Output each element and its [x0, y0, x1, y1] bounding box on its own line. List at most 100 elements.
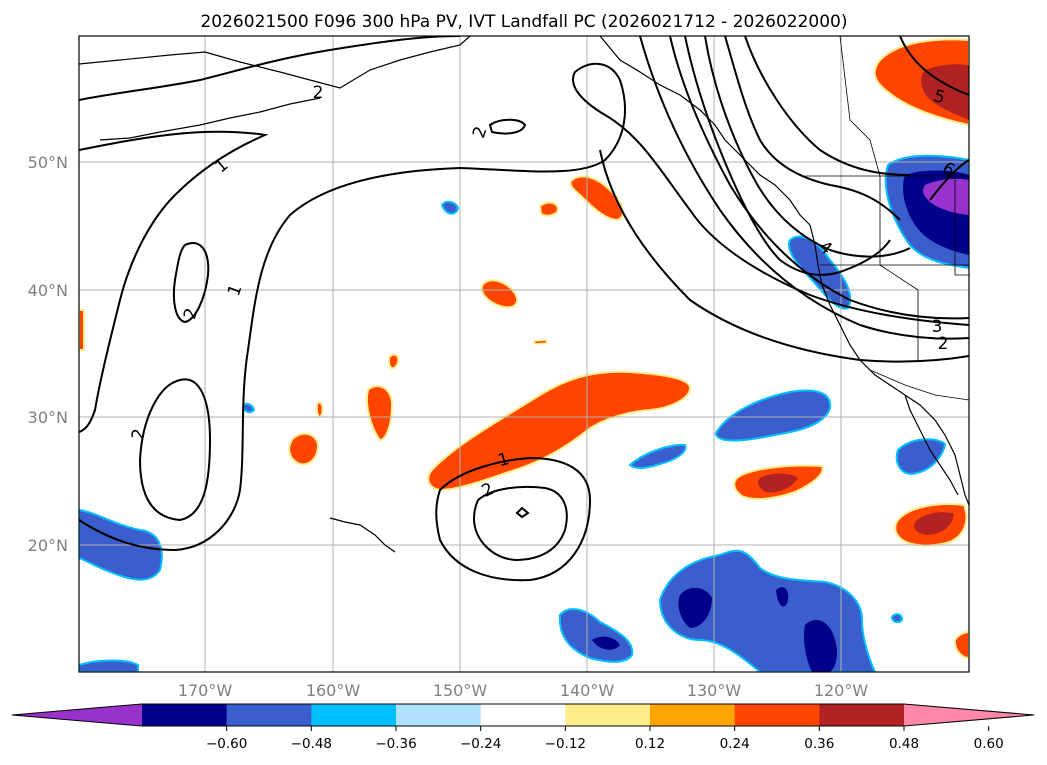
contour-line-2-small-loop — [488, 118, 527, 135]
lon-label: 130°W — [687, 681, 742, 700]
positive-anomaly-region-west-edge — [79, 309, 85, 351]
contour-label: 5 — [931, 86, 947, 108]
contour-ne-loop — [899, 36, 969, 96]
contour-line-low-2 — [472, 485, 568, 562]
alaska-panhandle-bc-coast — [599, 36, 811, 226]
colorbar-tick-label: −0.24 — [460, 736, 501, 752]
colorbar-segment — [819, 704, 905, 726]
lat-label: 50°N — [28, 153, 68, 172]
colorbar-tick-label: 0.12 — [635, 736, 665, 752]
colorbar-segment — [734, 704, 820, 726]
coastlines — [79, 36, 969, 553]
contour-trough-3 — [724, 36, 901, 221]
contour-line-north-2 — [79, 130, 269, 433]
latitude-labels: 50°N 40°N 30°N 20°N — [28, 153, 68, 555]
contour-ne-loop-2 — [929, 159, 969, 201]
baja-peninsula — [904, 394, 959, 496]
contour-line-3 — [669, 36, 969, 320]
hawaii-islands — [329, 517, 396, 553]
strong-negative-anomaly-region-sw-center — [592, 636, 620, 650]
colorbar-tick-label: −0.48 — [291, 736, 332, 752]
contour-line-low-center — [515, 506, 530, 519]
canada-province-border — [839, 36, 881, 177]
positive-anomaly-region-small-8 — [532, 339, 549, 345]
contour-label: 2 — [128, 427, 150, 441]
colorbar-tick-label: 0.48 — [889, 736, 919, 752]
positive-anomaly-region-small-6 — [315, 401, 324, 418]
colorbar-segment — [396, 704, 482, 726]
colorbar-tick-label: −0.12 — [545, 736, 586, 752]
lon-label: 150°W — [433, 681, 488, 700]
positive-anomaly-region-small-2 — [538, 201, 560, 217]
colorbar-outline — [11, 703, 1035, 727]
positive-anomaly-region-small-7 — [288, 432, 320, 466]
contour-label: 2 — [938, 334, 949, 354]
pv-contours — [79, 36, 969, 582]
contour-line-2-west-loop — [172, 242, 210, 324]
lon-label: 140°W — [560, 681, 615, 700]
positive-anomaly-region-small-3 — [480, 279, 518, 309]
gridlines — [79, 36, 969, 672]
negative-anomaly-region-baja — [895, 438, 947, 476]
negative-anomaly-region-small-2 — [241, 402, 256, 414]
colorbar-segment — [311, 704, 397, 726]
contour-label: 2 — [313, 83, 324, 103]
mexico-border — [869, 369, 969, 401]
contour-trough-4 — [744, 36, 911, 176]
contour-line-2-long — [599, 149, 969, 363]
positive-anomaly-region-se-edge — [953, 630, 969, 660]
lon-label: 120°W — [814, 681, 869, 700]
colorbar-tick-label: −0.60 — [206, 736, 247, 752]
colorbar-tick-label: −0.36 — [375, 736, 416, 752]
colorbar-extend-low — [12, 704, 142, 726]
negative-anomaly-region-small-1 — [440, 200, 460, 215]
colorbar-segment — [226, 704, 312, 726]
extreme-negative-anomaly-region-ne — [923, 178, 969, 215]
strong-positive-anomaly-region-east-center — [758, 473, 798, 493]
contour-line-low-1 — [435, 456, 592, 582]
strong-negative-anomaly-region-south-2 — [776, 587, 789, 607]
lat-label: 30°N — [28, 408, 68, 427]
colorbar-tick-label: 0.36 — [804, 736, 834, 752]
longitude-labels: 170°W 160°W 150°W 140°W 130°W 120°W — [178, 681, 869, 700]
contour-label: 2 — [180, 306, 202, 322]
colorbar-extend-high — [904, 704, 1034, 726]
colorbar-segment — [142, 704, 228, 726]
figure-title: 2026021500 F096 300 hPa PV, IVT Landfall… — [200, 12, 847, 32]
contour-trough-1 — [684, 36, 891, 276]
lat-label: 20°N — [28, 536, 68, 555]
map-frame — [78, 35, 970, 673]
negative-anomaly-region-west-bottom — [79, 659, 139, 672]
lat-label: 40°N — [28, 281, 68, 300]
colorbar-segment — [480, 704, 566, 726]
aleutian-chain — [99, 97, 321, 141]
negative-anomaly-region-small-3 — [890, 613, 904, 624]
colorbar-tick-label: 0.60 — [974, 736, 1004, 752]
negative-anomaly-region-east-center — [715, 389, 832, 442]
strong-positive-anomaly-region-ne — [921, 64, 969, 120]
us-west-coast — [809, 224, 969, 506]
alaska-coast — [79, 36, 471, 89]
positive-anomaly-region-central — [427, 370, 692, 492]
colorbar-segment — [650, 704, 736, 726]
state-border-4 — [954, 176, 969, 276]
colorbar-tick-label: 0.24 — [720, 736, 750, 752]
contour-trough-2 — [704, 36, 911, 258]
contour-label: 1 — [496, 449, 512, 471]
positive-anomaly-region-small-1 — [569, 175, 625, 222]
lon-label: 170°W — [178, 681, 233, 700]
lon-label: 160°W — [306, 681, 361, 700]
negative-anomaly-region-mid — [628, 443, 687, 469]
contour-line-2-east — [639, 36, 969, 340]
contour-line-north-1 — [79, 36, 461, 101]
contour-label: 3 — [932, 317, 943, 337]
contour-line-1-wide — [79, 62, 969, 552]
strong-positive-anomaly-region-se — [914, 512, 954, 535]
positive-anomaly-region-small-4 — [387, 353, 400, 370]
colorbar-segment — [565, 704, 651, 726]
colorbar: −0.60 −0.48 −0.36 −0.24 −0.12 0.12 0.24 0.36 0.4… — [11, 703, 1035, 752]
strong-negative-anomaly-region-south-3 — [803, 620, 838, 672]
contour-line-2-sw-loop — [138, 378, 212, 522]
strong-negative-anomaly-region-south-1 — [678, 587, 712, 628]
